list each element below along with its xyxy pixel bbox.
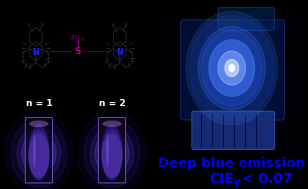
Text: CIE: CIE [210, 172, 234, 186]
Circle shape [201, 30, 262, 106]
Circle shape [225, 60, 239, 77]
Circle shape [210, 42, 253, 94]
Circle shape [229, 65, 234, 71]
Circle shape [189, 15, 274, 121]
FancyBboxPatch shape [157, 8, 306, 155]
Circle shape [22, 133, 56, 174]
Text: (O): (O) [71, 35, 80, 40]
Text: S: S [75, 46, 81, 56]
Text: Deep blue emission: Deep blue emission [158, 157, 305, 170]
Circle shape [11, 119, 67, 187]
Circle shape [84, 119, 140, 187]
FancyBboxPatch shape [181, 20, 284, 120]
Ellipse shape [101, 134, 123, 178]
Circle shape [5, 112, 73, 189]
Circle shape [186, 11, 278, 125]
Circle shape [95, 133, 129, 174]
Ellipse shape [28, 124, 50, 180]
Circle shape [90, 127, 134, 180]
FancyBboxPatch shape [192, 111, 275, 150]
Circle shape [209, 40, 255, 96]
Circle shape [78, 112, 146, 189]
Ellipse shape [29, 121, 49, 127]
FancyBboxPatch shape [25, 118, 53, 183]
Text: y: y [234, 177, 241, 187]
Ellipse shape [33, 133, 36, 167]
Ellipse shape [28, 130, 50, 180]
FancyBboxPatch shape [218, 8, 274, 30]
Circle shape [17, 127, 61, 180]
Ellipse shape [101, 124, 123, 180]
Ellipse shape [106, 133, 109, 167]
Ellipse shape [101, 130, 123, 180]
Text: n = 2: n = 2 [99, 98, 125, 108]
Text: n = 1: n = 1 [26, 98, 52, 108]
FancyBboxPatch shape [98, 118, 126, 183]
Circle shape [198, 26, 265, 110]
Ellipse shape [28, 134, 50, 178]
Text: N: N [116, 48, 123, 57]
Text: < 0.07: < 0.07 [237, 172, 293, 186]
Ellipse shape [102, 121, 122, 127]
Text: n: n [81, 36, 84, 42]
Text: N: N [33, 48, 39, 57]
Circle shape [218, 51, 245, 85]
